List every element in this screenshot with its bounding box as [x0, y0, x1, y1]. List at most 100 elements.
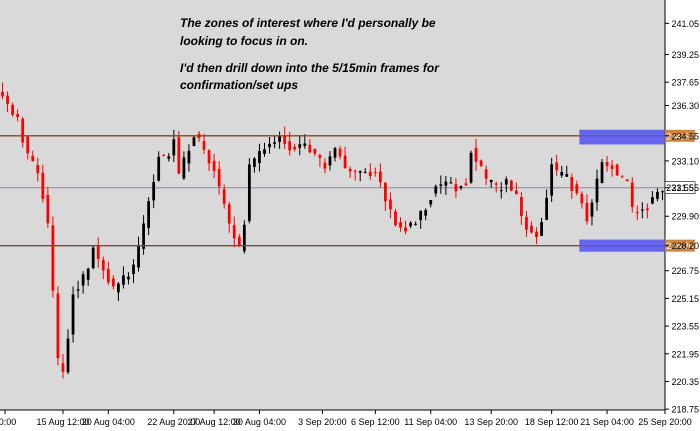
candle-body [625, 179, 629, 182]
candle-body [530, 225, 533, 233]
candle-body [454, 184, 458, 192]
candle-body [273, 142, 276, 144]
candle-body [338, 148, 342, 157]
candle-body [207, 150, 211, 164]
level-price-label: 228.20 [666, 241, 694, 251]
candle-body [479, 160, 483, 166]
candle-body [227, 204, 231, 224]
candle-body [117, 283, 120, 293]
candle-body [76, 289, 80, 291]
candle-body [318, 154, 322, 158]
candle-body [177, 137, 181, 174]
candle-body [525, 217, 528, 230]
candle-body [217, 168, 221, 187]
candle-body [535, 231, 538, 238]
candle-body [247, 164, 251, 222]
candle-body [394, 211, 397, 226]
candle-body [348, 168, 352, 172]
y-tick-label: 241.05 [671, 19, 699, 29]
candle-body [610, 165, 614, 170]
candle-body [429, 199, 433, 205]
candle-body [66, 338, 70, 373]
candle-body [373, 172, 377, 174]
candle-body [242, 224, 246, 252]
candle-body [353, 170, 357, 172]
candle-body [409, 222, 412, 227]
candle-body [71, 294, 75, 335]
candle-body [313, 148, 317, 154]
candle-body [278, 135, 281, 142]
zone-box [579, 129, 665, 145]
candle-body [212, 160, 216, 171]
time-axis-background [0, 410, 665, 431]
y-tick-label: 234.55 [671, 131, 699, 141]
candle-body [122, 275, 125, 285]
y-tick-label: 231.55 [671, 183, 699, 193]
candle-body [550, 164, 554, 196]
candle-body [565, 174, 569, 177]
candle-body [489, 180, 493, 183]
y-tick-label: 220.35 [671, 377, 699, 387]
candle-body [656, 191, 659, 199]
candle-body [202, 141, 206, 150]
candle-body [368, 171, 372, 176]
candle-body [127, 276, 130, 280]
candle-body [293, 146, 297, 150]
candle-body [514, 190, 518, 195]
candle-body [192, 137, 196, 146]
annotation-line-4: confirmation/set ups [180, 78, 298, 92]
candle-body [358, 171, 362, 173]
candle-body [36, 165, 40, 174]
candle-body [91, 247, 95, 269]
y-tick-label: 225.15 [671, 294, 699, 304]
candle-body [237, 236, 241, 246]
y-tick-label: 223.55 [671, 322, 699, 332]
price-axis-background [665, 0, 700, 431]
candle-body [157, 156, 161, 181]
y-tick-label: 236.30 [671, 101, 699, 111]
candle-body [585, 202, 589, 222]
candle-body [651, 197, 654, 204]
candle-body [595, 178, 599, 203]
candle-body [635, 212, 639, 214]
plot-background [0, 0, 665, 410]
candle-body [378, 171, 382, 183]
candle-body [152, 181, 156, 201]
candle-body [46, 194, 50, 224]
candle-body [172, 139, 176, 156]
candle-body [142, 223, 145, 249]
candle-body [137, 246, 140, 268]
candle-body [504, 179, 508, 185]
candle-body [520, 196, 523, 217]
candle-body [86, 268, 90, 280]
candle-body [464, 183, 468, 186]
candle-body [499, 190, 503, 192]
candle-body [111, 278, 115, 287]
x-tick-label: 20:00 [0, 417, 16, 427]
candle-body [308, 144, 312, 153]
candle-body [283, 135, 287, 144]
candle-body [106, 268, 110, 283]
candle-body [187, 150, 191, 164]
annotation-line-1: The zones of interest where I'd personal… [180, 16, 436, 30]
candle-body [101, 259, 105, 271]
candle-body [494, 183, 498, 185]
candle-body [434, 186, 438, 194]
y-tick-label: 228.20 [671, 241, 699, 251]
candle-body [439, 184, 443, 186]
candle-body [444, 181, 448, 186]
candle-body [661, 191, 664, 193]
y-tick-label: 233.10 [671, 156, 699, 166]
candle-body [404, 227, 407, 232]
candle-body [449, 182, 453, 184]
candle-body [21, 118, 25, 143]
candle-body [620, 176, 624, 178]
candle-body [11, 104, 14, 115]
candle-body [615, 164, 619, 176]
candle-body [328, 156, 332, 166]
candle-body [6, 95, 9, 104]
candle-body [570, 177, 574, 191]
candle-body [253, 158, 256, 168]
level-price-label: 234.55 [666, 131, 694, 141]
